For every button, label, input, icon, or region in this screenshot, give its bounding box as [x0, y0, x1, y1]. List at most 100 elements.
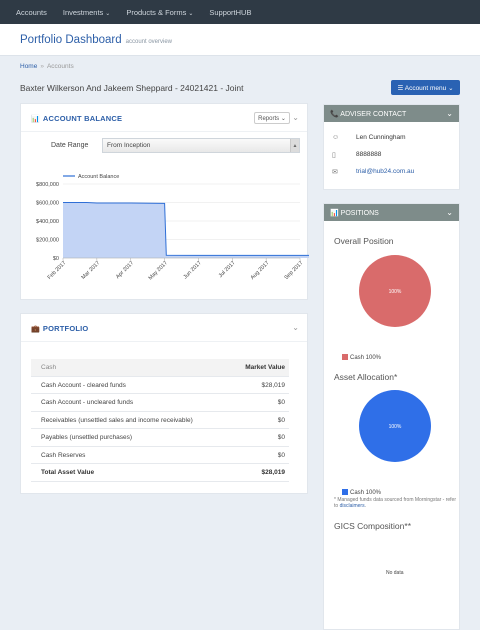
x-tick-label: Jun 2017: [183, 260, 203, 280]
portfolio-table: Cash Market Value Cash Account - cleared…: [31, 359, 289, 482]
date-range-label: Date Range: [51, 142, 89, 149]
row-label: Cash Account - cleared funds: [41, 381, 126, 389]
row-label: Cash Reserves: [41, 451, 86, 459]
top-navigation: Accounts Investments ⌄ Products & Forms ⌄ …: [0, 0, 480, 24]
row-value: $28,019: [261, 381, 286, 389]
row-value: $0: [277, 451, 285, 459]
date-range-select[interactable]: From Inception ▲: [102, 138, 300, 153]
row-value: $0: [277, 416, 285, 424]
chevron-down-icon: ⌄: [105, 10, 111, 17]
y-tick-label: $600,000: [36, 201, 59, 207]
asset-allocation-pie: [359, 390, 431, 462]
briefcase-icon: 💼: [31, 326, 40, 333]
balance-line: [63, 202, 309, 256]
account-balance-chart: $0 $200,000 $400,000 $600,000 $800,000 Feb 20…: [36, 174, 309, 281]
y-tick-label: $0: [53, 256, 59, 262]
x-tick-label: Aug 2017: [250, 260, 271, 281]
disclaimers-link[interactable]: disclaimers: [339, 503, 365, 509]
panel-title: 📊 POSITIONS: [330, 210, 379, 217]
panel-title: 📊 ACCOUNT BALANCE: [31, 114, 123, 123]
column-header-market-value: Market Value: [245, 364, 285, 371]
y-tick-label: $400,000: [36, 219, 59, 225]
adviser-phone: 8888888: [356, 151, 382, 158]
panel-header: 💼 PORTFOLIO ⌄: [21, 314, 307, 342]
legend-swatch: [342, 354, 348, 360]
collapse-chevron-icon[interactable]: ⌄: [446, 109, 453, 118]
user-icon: ☺: [332, 134, 340, 141]
overall-position-pie: [359, 255, 431, 327]
phone-icon: 📞: [330, 111, 341, 118]
breadcrumb-current: Accounts: [46, 63, 74, 70]
positions-charts: 100% 100%: [359, 255, 431, 462]
panel-header: 📊 POSITIONS ⌄: [324, 204, 459, 221]
panel-header: 📞 ADVISER CONTACT ⌄: [324, 105, 459, 122]
overall-position-label: Overall Position: [334, 236, 394, 246]
gics-composition-label: GICS Composition**: [334, 521, 412, 531]
breadcrumb: Home» Accounts: [20, 63, 74, 70]
adviser-email-link[interactable]: trial@hub24.com.au: [356, 168, 415, 175]
asset-allocation-label: Asset Allocation*: [334, 372, 398, 382]
balance-area: [63, 202, 309, 258]
collapse-chevron-icon[interactable]: ⌄: [446, 208, 453, 217]
x-tick-label: May 2017: [148, 260, 169, 281]
panel-header: 📊 ACCOUNT BALANCE Reports ⌄ ⌄: [21, 104, 307, 132]
x-tick-label: Apr 2017: [115, 260, 135, 280]
nav-investments[interactable]: Investments ⌄: [62, 7, 111, 17]
page-header: Portfolio Dashboard account overview: [0, 24, 480, 56]
table-row: Payables (unsettled purchases) $0: [31, 429, 289, 447]
legend-swatch: [342, 489, 348, 495]
table-row: Receivables (unsettled sales and income …: [31, 412, 289, 429]
morningstar-footnote: * Managed funds data sourced from Mornin…: [334, 497, 457, 509]
bar-chart-icon: 📊: [330, 210, 341, 217]
overall-legend: Cash 100%: [342, 354, 381, 361]
adviser-phone-row: ▯ 8888888: [332, 151, 381, 159]
collapse-chevron-icon[interactable]: ⌄: [292, 323, 299, 332]
breadcrumb-separator: »: [40, 63, 44, 70]
x-tick-label: Mar 2017: [81, 260, 102, 281]
nav-accounts[interactable]: Accounts: [16, 7, 47, 17]
total-label: Total Asset Value: [41, 469, 95, 476]
nav-products-forms[interactable]: Products & Forms ⌄: [126, 7, 194, 17]
overall-pie-label: 100%: [389, 289, 402, 295]
x-tick-label: Feb 2017: [47, 260, 68, 281]
reports-button[interactable]: Reports ⌄: [254, 112, 290, 124]
adviser-contact-panel: 📞 ADVISER CONTACT ⌄ ☺ Len Cunningham ▯ 888…: [323, 104, 460, 190]
account-title: Baxter Wilkerson And Jakeem Sheppard - 2…: [20, 83, 244, 93]
mobile-icon: ▯: [332, 152, 336, 159]
table-row: Cash Reserves $0: [31, 447, 289, 464]
row-label: Receivables (unsettled sales and income …: [41, 416, 193, 424]
account-balance-panel: 📊 ACCOUNT BALANCE Reports ⌄ ⌄ Date Range …: [20, 103, 309, 300]
breadcrumb-home[interactable]: Home: [20, 63, 38, 70]
row-label: Cash Account - uncleared funds: [41, 399, 134, 406]
collapse-chevron-icon[interactable]: ⌄: [292, 113, 299, 122]
table-total-row: Total Asset Value $28,019: [31, 464, 289, 482]
adviser-email-row: ✉ trial@hub24.com.au: [332, 168, 414, 176]
row-value: $0: [277, 399, 285, 406]
nav-supporthub[interactable]: SupportHUB: [209, 7, 252, 17]
positions-panel: 📊 POSITIONS ⌄ Overall Position 100% 100%…: [323, 203, 460, 630]
x-tick-label: Sep 2017: [284, 260, 305, 281]
allocation-legend: Cash 100%: [342, 489, 381, 496]
select-arrow-icon: ▲: [290, 139, 299, 152]
column-header-cash: Cash: [41, 364, 57, 371]
page-title: Portfolio Dashboard account overview: [20, 34, 173, 46]
y-tick-label: $800,000: [36, 182, 59, 188]
table-row: Cash Account - cleared funds $28,019: [31, 377, 289, 394]
panel-title: 📞 ADVISER CONTACT: [330, 111, 407, 118]
chevron-down-icon: ⌄: [188, 10, 194, 17]
table-row: Cash Account - uncleared funds $0: [31, 394, 289, 412]
date-range-value: From Inception: [107, 142, 151, 149]
row-label: Payables (unsettled purchases): [41, 434, 133, 441]
total-value: $28,019: [261, 469, 286, 476]
adviser-name: Len Cunningham: [356, 134, 406, 141]
y-tick-label: $200,000: [36, 238, 59, 244]
allocation-pie-label: 100%: [389, 424, 402, 430]
no-data-label: No data: [386, 570, 404, 576]
panel-title: 💼 PORTFOLIO: [31, 324, 89, 333]
row-value: $0: [277, 434, 285, 441]
page-subtitle: account overview: [125, 39, 173, 45]
x-tick-label: Jul 2017: [218, 260, 237, 279]
account-menu-button[interactable]: ☰ Account menu ⌄: [391, 80, 460, 95]
portfolio-panel: 💼 PORTFOLIO ⌄ Cash Market Value Cash Acco…: [20, 313, 308, 494]
legend-label: Account Balance: [78, 174, 119, 180]
